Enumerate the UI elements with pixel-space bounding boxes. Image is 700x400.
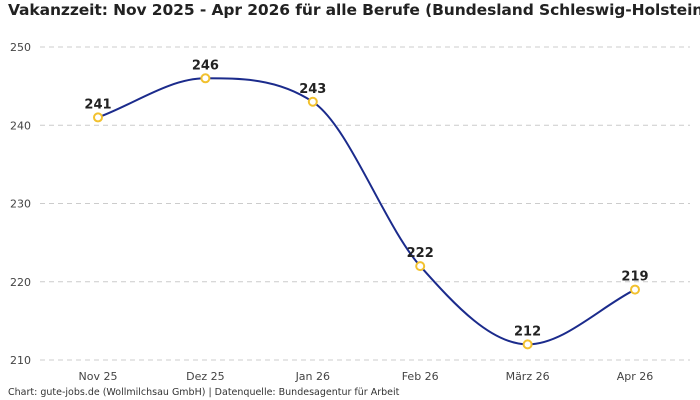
- x-tick-label: Apr 26: [617, 370, 654, 383]
- data-label: 241: [84, 97, 111, 112]
- y-tick-label: 240: [10, 119, 31, 132]
- data-points: [93, 73, 640, 350]
- y-tick-label: 250: [10, 41, 31, 54]
- data-point: [522, 339, 533, 350]
- data-label: 243: [299, 82, 326, 97]
- y-axis-ticks: 210 220 230 240 250: [10, 41, 31, 367]
- x-tick-label: März 26: [506, 370, 550, 383]
- data-label: 219: [621, 270, 648, 285]
- data-label: 246: [192, 58, 219, 73]
- series-line-path: [97, 77, 636, 346]
- x-tick-label: Nov 25: [79, 370, 118, 383]
- series-line: [97, 77, 636, 346]
- data-point: [200, 73, 211, 84]
- data-point: [93, 112, 103, 123]
- chart-source-note: Chart: gute-jobs.de (Wollmilchsau GmbH) …: [8, 387, 400, 398]
- chart-title: Vakanzzeit: Nov 2025 - Apr 2026 für alle…: [8, 1, 700, 19]
- x-tick-label: Feb 26: [402, 370, 439, 383]
- x-tick-label: Dez 25: [186, 370, 225, 383]
- y-tick-label: 210: [10, 354, 31, 367]
- data-labels: 241 246 243 222 212 219: [84, 58, 648, 339]
- grid-lines: [40, 46, 690, 361]
- x-tick-label: Jan 26: [295, 370, 330, 383]
- data-point: [307, 96, 318, 107]
- data-label: 212: [514, 324, 541, 339]
- data-point: [415, 261, 426, 272]
- data-point: [630, 284, 640, 295]
- x-axis-ticks: Nov 25 Dez 25 Jan 26 Feb 26 März 26 Apr 26: [79, 370, 654, 383]
- y-tick-label: 220: [10, 276, 31, 289]
- data-label: 222: [407, 246, 434, 261]
- y-tick-label: 230: [10, 198, 31, 211]
